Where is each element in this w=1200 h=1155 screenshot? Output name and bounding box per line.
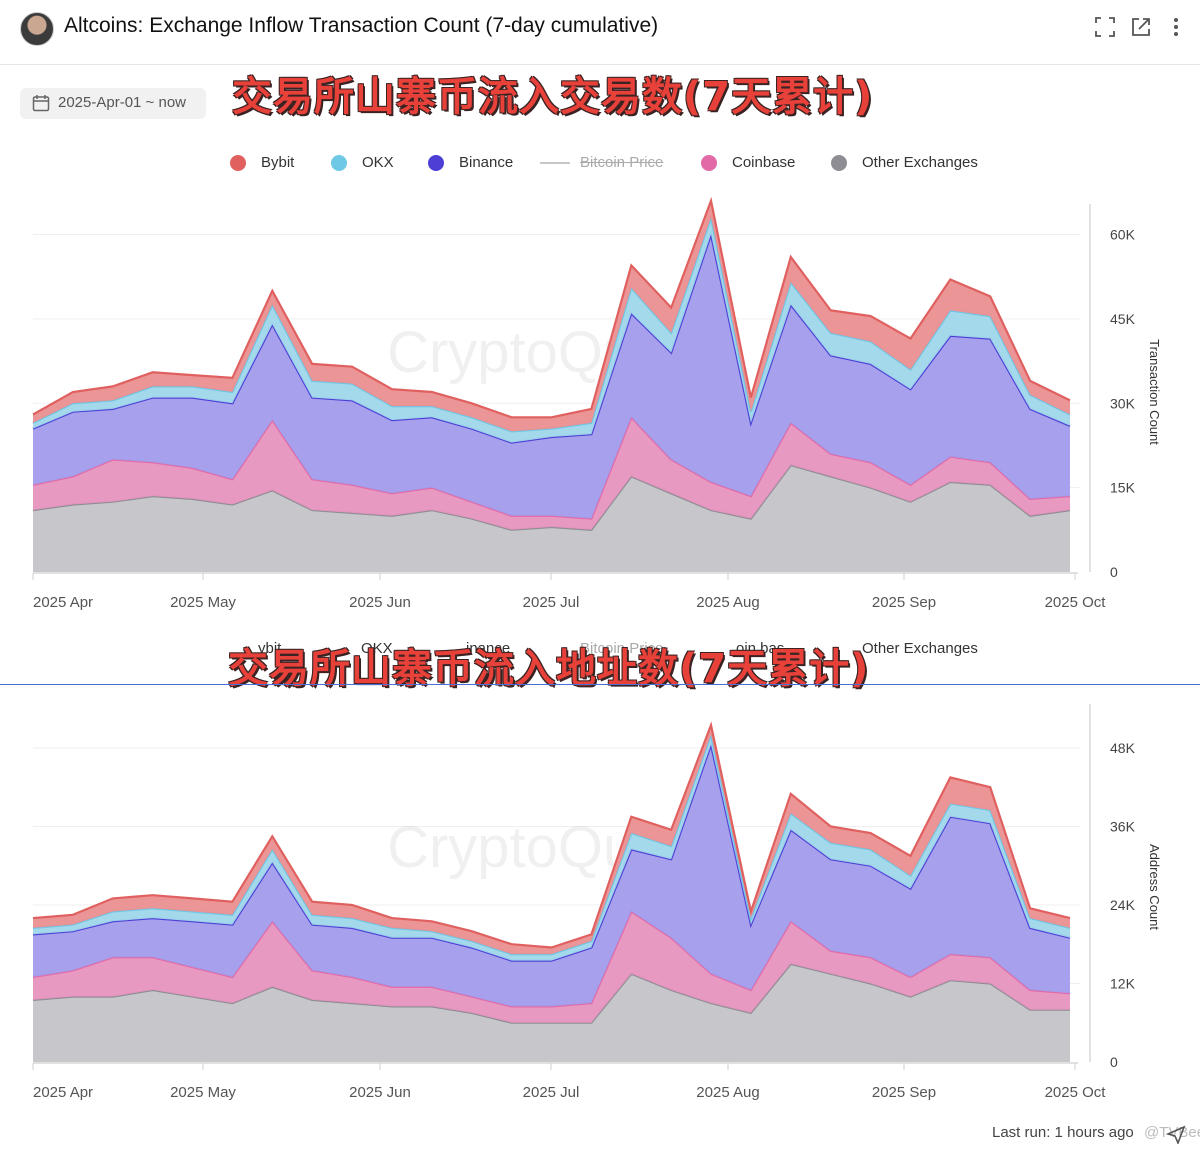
x-tick-label: 2025 Sep [872, 1084, 936, 1101]
y-tick-label: 24K [1110, 897, 1136, 913]
expand-icon[interactable] [1094, 16, 1116, 38]
y-tick-label: 12K [1110, 975, 1136, 991]
page-title: Altcoins: Exchange Inflow Transaction Co… [64, 14, 659, 37]
banner-top: 交易所山寨币流入交易数(7天累计) [232, 74, 874, 120]
bitcoin-price-line-icon [540, 162, 570, 164]
area-coinbase [33, 417, 1070, 530]
legend2-coinbase: oin bas [736, 640, 785, 657]
area-other-exchanges [33, 465, 1070, 572]
x-tick-label: 2025 Apr [33, 594, 93, 611]
divider [0, 684, 1200, 685]
area-coinbase [33, 911, 1070, 1023]
x-tick-label: 2025 May [170, 594, 236, 611]
area-binance [33, 744, 1070, 1007]
y-tick-label: 30K [1110, 395, 1136, 411]
send-icon[interactable] [1166, 1124, 1186, 1144]
y-tick-label: 0 [1110, 564, 1118, 580]
x-tick-label: 2025 May [170, 1084, 236, 1101]
x-tick-label: 2025 Aug [696, 594, 759, 611]
bybit-dot-icon [230, 155, 246, 171]
legend-label-bitcoin-price: Bitcoin Price [580, 154, 664, 171]
more-icon[interactable] [1168, 16, 1184, 38]
banner-bottom: 交易所山寨币流入地址数(7天累计) [228, 646, 870, 692]
legend-label-binance: Binance [459, 154, 514, 171]
y-tick-label: 45K [1110, 311, 1136, 327]
y-tick-label: 0 [1110, 1054, 1118, 1070]
y-axis-label: Transaction Count [1147, 339, 1162, 445]
x-tick-label: 2025 Jul [523, 1084, 580, 1101]
x-tick-label: 2025 Jun [349, 594, 411, 611]
chart-header: Altcoins: Exchange Inflow Transaction Co… [0, 0, 1200, 65]
x-tick-label: 2025 Jun [349, 1084, 411, 1101]
avatar[interactable] [20, 12, 54, 46]
legend-label-okx: OKX [362, 154, 394, 171]
x-tick-label: 2025 Apr [33, 1084, 93, 1101]
line-bybit [32, 196, 1071, 419]
other-dot-icon [831, 155, 847, 171]
coinbase-dot-icon [701, 155, 717, 171]
last-run-label: Last run: 1 [992, 1124, 1063, 1141]
last-run-suffix: hours ago [1067, 1124, 1134, 1141]
okx-dot-icon [331, 155, 347, 171]
legend-label-bybit: Bybit [261, 154, 295, 171]
date-range-text: 2025-Apr-01 ~ now [58, 94, 186, 111]
legend2-bitcoin-price: Bitcoin Price [580, 640, 664, 657]
legend-label-coinbase: Coinbase [732, 154, 796, 171]
line-bybit [32, 721, 1071, 949]
x-tick-label: 2025 Aug [696, 1084, 759, 1101]
y-tick-label: 15K [1110, 480, 1136, 496]
date-range-picker[interactable]: 2025-Apr-01 ~ now [20, 88, 206, 119]
legend2-other: Other Exchanges [862, 640, 978, 657]
legend2-bybit: ybit [258, 640, 282, 657]
x-tick-label: 2025 Oct [1045, 1084, 1107, 1101]
y-axis-label: Address Count [1147, 844, 1162, 930]
binance-dot-icon [428, 155, 444, 171]
x-tick-label: 2025 Jul [523, 594, 580, 611]
calendar-icon [32, 95, 50, 112]
legend: Bybit OKX Binance Bitcoin Price Coinbase… [0, 150, 1200, 178]
area-bybit [33, 725, 1070, 955]
y-tick-label: 36K [1110, 818, 1136, 834]
legend2-okx: OKX [361, 640, 393, 657]
x-tick-label: 2025 Oct [1045, 594, 1107, 611]
area-bybit [33, 200, 1070, 432]
legend-label-other: Other Exchanges [862, 154, 978, 171]
y-tick-label: 60K [1110, 227, 1136, 243]
external-link-icon[interactable] [1130, 16, 1152, 38]
legend-bottom: ybit OKX inance Bitcoin Price oin bas Ot… [0, 640, 1200, 664]
x-tick-label: 2025 Sep [872, 594, 936, 611]
area-other-exchanges [33, 963, 1070, 1062]
line-coinbase [32, 909, 1071, 1008]
legend2-binance: inance [466, 640, 511, 657]
area-binance [33, 234, 1070, 519]
y-tick-label: 48K [1110, 740, 1136, 756]
